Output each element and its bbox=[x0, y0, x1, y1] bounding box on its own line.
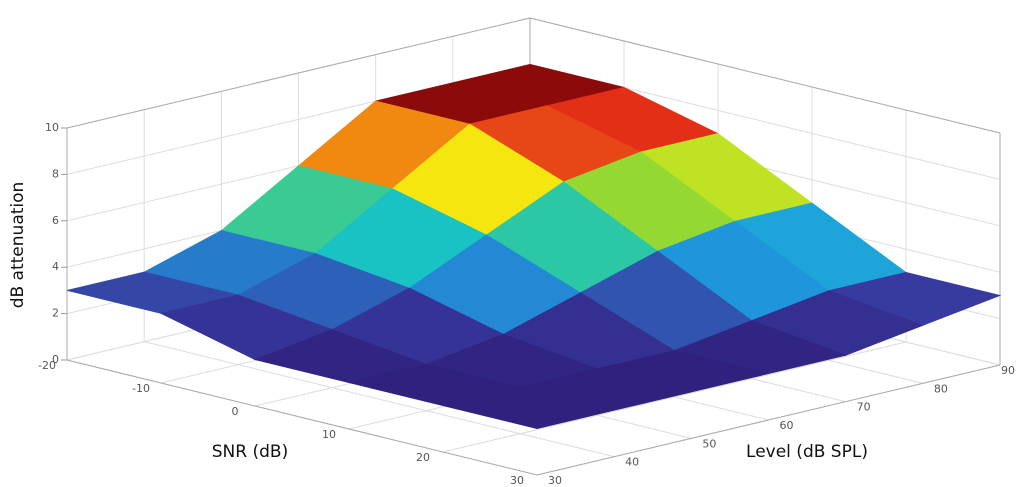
surface-patch bbox=[442, 386, 615, 430]
y-tick-label: 40 bbox=[625, 456, 639, 469]
x-axis-label: SNR (dB) bbox=[212, 442, 288, 462]
surface bbox=[66, 63, 1002, 430]
axis-edge bbox=[66, 17, 531, 129]
z-tick-label: 10 bbox=[45, 121, 59, 134]
x-tick-label: -20 bbox=[38, 359, 56, 372]
y-tick-label: 60 bbox=[780, 419, 794, 432]
z-tick-label: 6 bbox=[52, 214, 59, 227]
z-axis-label: dB attenuation bbox=[8, 182, 28, 309]
z-tick-label: 2 bbox=[52, 307, 59, 320]
axis-edge bbox=[66, 359, 538, 476]
axis-edge bbox=[529, 17, 1001, 134]
axis-edge bbox=[536, 364, 1001, 476]
z-tick-label: 4 bbox=[52, 260, 59, 273]
grid-line bbox=[442, 341, 907, 453]
x-tick-label: 30 bbox=[510, 474, 524, 487]
x-tick-label: 10 bbox=[322, 428, 336, 441]
y-tick-label: 50 bbox=[702, 437, 716, 450]
z-tick-label: 8 bbox=[52, 167, 59, 180]
y-tick-label: 70 bbox=[857, 401, 871, 414]
y-axis-label: Level (dB SPL) bbox=[746, 442, 868, 462]
y-tick-label: 90 bbox=[1001, 364, 1015, 377]
x-tick-label: -10 bbox=[132, 382, 150, 395]
grid-line bbox=[144, 341, 615, 458]
z-tick-label: 0 bbox=[52, 353, 59, 366]
x-tick-label: 20 bbox=[416, 451, 430, 464]
labels: 0 2 4 6 8 10 -20 -10 0 10 20 30 30 40 50 60 70 80 90 bbox=[38, 121, 1015, 487]
y-tick-label: 80 bbox=[934, 382, 948, 395]
y-tick-label: 30 bbox=[548, 474, 562, 487]
x-tick-label: 0 bbox=[232, 405, 239, 418]
